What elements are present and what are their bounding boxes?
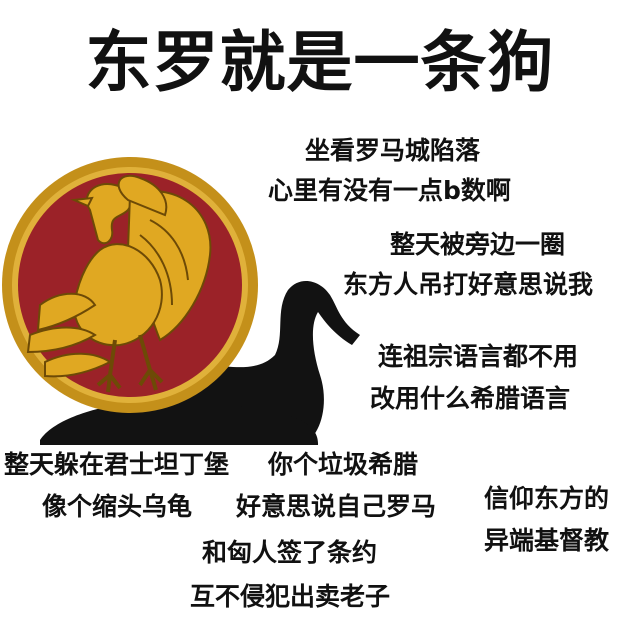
text-line: 坐看罗马城陷落 — [305, 136, 481, 165]
text-line: 东方人吊打好意思说我 — [343, 270, 594, 299]
text-line: 好意思说自己罗马 — [236, 492, 437, 521]
emblem-svg — [2, 157, 360, 445]
text-line: 你个垃圾希腊 — [268, 450, 419, 479]
emblem-illustration — [0, 140, 360, 450]
meme-title: 东罗就是一条狗 — [85, 24, 555, 101]
text-line: 像个缩头乌龟 — [42, 492, 193, 521]
text-line: 连祖宗语言都不用 — [378, 342, 579, 371]
golden-eagle-icon — [26, 174, 212, 393]
text-line: 互不侵犯出卖老子 — [190, 582, 391, 611]
text-line: 整天躲在君士坦丁堡 — [4, 450, 230, 479]
text-line: 整天被旁边一圈 — [390, 230, 566, 259]
text-line: 信仰东方的 — [484, 484, 610, 513]
text-line: 改用什么希腊语言 — [370, 384, 571, 413]
text-line: 和匈人签了条约 — [202, 538, 378, 567]
text-line: 心里有没有一点b数啊 — [268, 176, 511, 205]
text-line: 异端基督教 — [484, 526, 610, 555]
black-bird-silhouette — [40, 280, 360, 445]
